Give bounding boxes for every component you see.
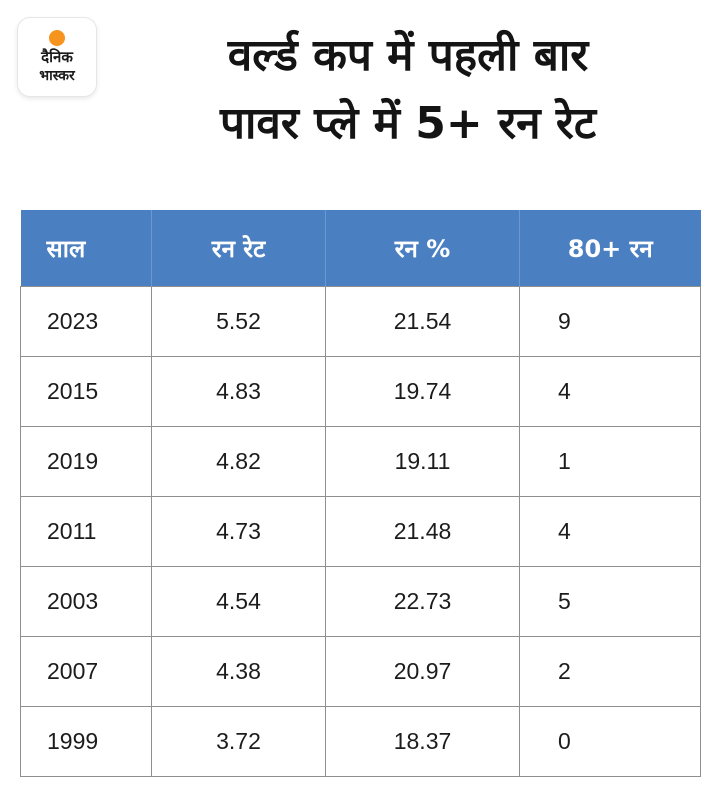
headline-line1: वर्ल्ड कप में पहली बार [227, 30, 589, 81]
cell-run-percent: 20.97 [325, 636, 520, 707]
cell-run-percent: 19.74 [325, 356, 520, 427]
cell-80-plus-runs: 5 [519, 566, 701, 637]
cell-80-plus-runs: 4 [519, 356, 701, 427]
cell-run-rate: 3.72 [151, 706, 326, 777]
table-row: 2019 4.82 19.11 1 [20, 426, 701, 497]
cell-year: 2007 [20, 636, 152, 707]
cell-80-plus-runs: 0 [519, 706, 701, 777]
cell-run-rate: 4.83 [151, 356, 326, 427]
column-header-year: साल [20, 210, 152, 287]
cell-run-rate: 4.38 [151, 636, 326, 707]
cell-year: 2003 [20, 566, 152, 637]
brand-name-line2: भास्कर [39, 68, 75, 84]
cell-80-plus-runs: 4 [519, 496, 701, 567]
sun-icon [49, 30, 65, 46]
cell-80-plus-runs: 1 [519, 426, 701, 497]
cell-year: 2019 [20, 426, 152, 497]
table-row: 2011 4.73 21.48 4 [20, 496, 701, 567]
table-row: 2003 4.54 22.73 5 [20, 566, 701, 637]
table-row: 2015 4.83 19.74 4 [20, 356, 701, 427]
cell-year: 2015 [20, 356, 152, 427]
cell-run-percent: 18.37 [325, 706, 520, 777]
cell-run-percent: 21.54 [325, 286, 520, 357]
cell-run-percent: 22.73 [325, 566, 520, 637]
cell-80-plus-runs: 2 [519, 636, 701, 707]
cell-year: 2023 [20, 286, 152, 357]
column-header-80-plus-runs: 80+ रन [519, 210, 701, 287]
cell-year: 2011 [20, 496, 152, 567]
table-row: 1999 3.72 18.37 0 [20, 706, 701, 777]
power-play-run-rate-table: साल रन रेट रन % 80+ रन 2023 5.52 21.54 9… [20, 210, 701, 777]
cell-run-percent: 21.48 [325, 496, 520, 567]
column-header-run-percent: रन % [325, 210, 520, 287]
headline-line2: पावर प्ले में 5+ रन रेट [220, 98, 596, 149]
cell-run-rate: 5.52 [151, 286, 326, 357]
cell-run-percent: 19.11 [325, 426, 520, 497]
cell-year: 1999 [20, 706, 152, 777]
column-header-run-rate: रन रेट [151, 210, 326, 287]
brand-name-line1: दैनिक [41, 48, 73, 66]
brand-logo: दैनिक भास्कर [18, 18, 96, 96]
table-header-row: साल रन रेट रन % 80+ रन [20, 210, 701, 287]
cell-80-plus-runs: 9 [519, 286, 701, 357]
cell-run-rate: 4.73 [151, 496, 326, 567]
table-row: 2007 4.38 20.97 2 [20, 636, 701, 707]
cell-run-rate: 4.82 [151, 426, 326, 497]
table-row: 2023 5.52 21.54 9 [20, 286, 701, 357]
cell-run-rate: 4.54 [151, 566, 326, 637]
headline: वर्ल्ड कप में पहली बार पावर प्ले में 5+ … [108, 22, 708, 158]
